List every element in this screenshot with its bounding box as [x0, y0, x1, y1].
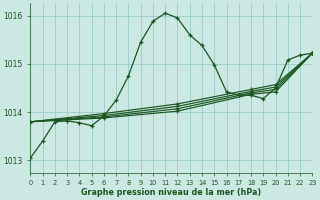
X-axis label: Graphe pression niveau de la mer (hPa): Graphe pression niveau de la mer (hPa)	[81, 188, 261, 197]
